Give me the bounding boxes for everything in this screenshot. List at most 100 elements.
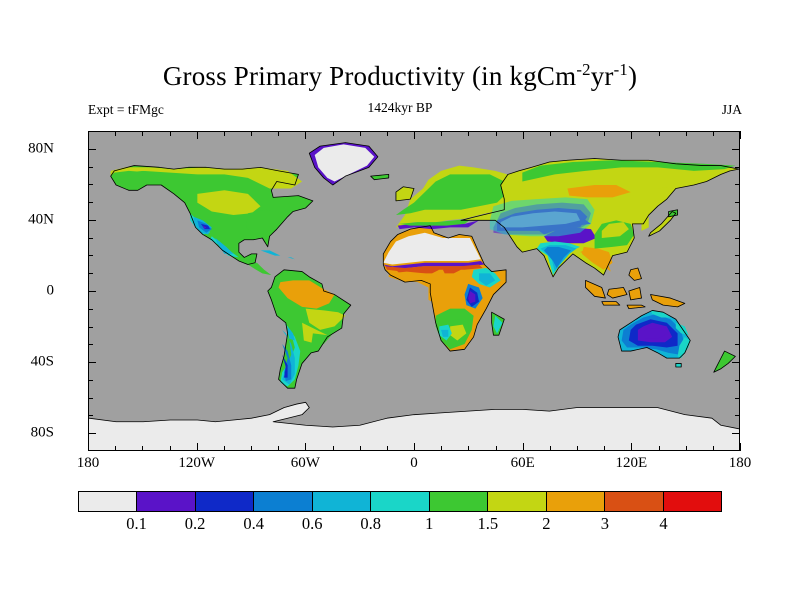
x-tick-label-2: 60W bbox=[290, 455, 320, 471]
y-tick-mark bbox=[732, 148, 740, 150]
gpp-band bbox=[585, 280, 606, 299]
season-label: JJA bbox=[721, 102, 742, 117]
gpp-band bbox=[246, 209, 292, 235]
y-tick-mark bbox=[88, 202, 93, 204]
gpp-band bbox=[650, 310, 671, 318]
x-tick-mark bbox=[522, 443, 524, 451]
map-plot-area bbox=[88, 131, 740, 451]
y-tick-mark bbox=[735, 166, 740, 168]
y-tick-mark bbox=[735, 184, 740, 186]
x-tick-mark bbox=[169, 131, 171, 136]
y-tick-mark bbox=[735, 379, 740, 381]
coastline bbox=[370, 174, 390, 181]
colorbar-tick-label-3: 0.6 bbox=[301, 514, 323, 533]
y-tick-label-4: 80S bbox=[30, 424, 54, 441]
x-tick-mark bbox=[522, 131, 524, 139]
y-tick-mark bbox=[88, 308, 93, 310]
x-tick-mark bbox=[604, 446, 606, 451]
x-tick-mark bbox=[88, 131, 89, 139]
y-tick-mark bbox=[88, 255, 93, 257]
y-tick-label-1: 40N bbox=[28, 211, 54, 228]
y-tick-mark bbox=[88, 415, 93, 417]
y-tick-mark bbox=[88, 379, 93, 381]
page-title: Gross Primary Productivity (in kgCm-2yr-… bbox=[0, 60, 800, 92]
x-tick-mark bbox=[115, 446, 117, 451]
x-tick-mark bbox=[658, 131, 660, 136]
colorbar-band-2 bbox=[194, 492, 254, 511]
gpp-band bbox=[282, 344, 292, 382]
gpp-band bbox=[383, 232, 481, 265]
colorbar-band-0 bbox=[79, 492, 137, 511]
y-tick-mark bbox=[88, 291, 96, 292]
coastline bbox=[628, 267, 642, 281]
x-tick-mark bbox=[712, 446, 714, 451]
x-tick-mark bbox=[712, 131, 714, 136]
colorbar-band-4 bbox=[311, 492, 371, 511]
y-tick-mark bbox=[732, 219, 740, 221]
gpp-band bbox=[197, 190, 261, 216]
x-tick-mark bbox=[468, 446, 470, 451]
gpp-band bbox=[442, 268, 461, 274]
coastline bbox=[601, 301, 621, 306]
x-tick-mark bbox=[685, 131, 687, 136]
x-tick-mark bbox=[278, 131, 280, 136]
colorbar-tick-label-0: 0.1 bbox=[126, 514, 147, 533]
y-tick-mark bbox=[735, 237, 740, 239]
colorbar-band-6 bbox=[428, 492, 488, 511]
x-tick-mark bbox=[305, 131, 307, 139]
coastline bbox=[267, 269, 352, 389]
gpp-band bbox=[581, 246, 613, 270]
y-tick-mark bbox=[732, 362, 740, 364]
gpp-band bbox=[668, 209, 678, 217]
x-tick-mark bbox=[468, 131, 470, 136]
gpp-band bbox=[601, 301, 620, 306]
y-tick-mark bbox=[735, 344, 740, 346]
title-text-end: ) bbox=[627, 61, 638, 91]
x-tick-mark bbox=[631, 131, 633, 139]
x-tick-mark bbox=[332, 131, 334, 136]
gpp-band bbox=[493, 315, 503, 334]
colorbar-band-10 bbox=[662, 492, 721, 511]
gpp-band bbox=[648, 211, 676, 237]
x-tick-mark bbox=[88, 443, 89, 451]
colorbar-band-8 bbox=[545, 492, 605, 511]
gpp-band bbox=[110, 170, 160, 187]
gpp-band bbox=[628, 268, 642, 281]
coastline bbox=[626, 304, 646, 310]
gpp-band bbox=[627, 305, 646, 309]
coastline bbox=[491, 311, 505, 336]
gpp-band bbox=[287, 326, 295, 341]
x-tick-mark bbox=[196, 443, 198, 451]
coastline bbox=[675, 363, 682, 368]
x-tick-mark bbox=[196, 131, 198, 139]
coastline bbox=[308, 142, 379, 186]
colorbar bbox=[78, 491, 722, 512]
gpp-band bbox=[479, 273, 496, 286]
gpp-band bbox=[675, 363, 682, 367]
colorbar-tick-label-9: 4 bbox=[659, 514, 668, 533]
coastline bbox=[460, 158, 739, 278]
colorbar-band-9 bbox=[604, 492, 663, 511]
colorbar-tick-label-7: 2 bbox=[542, 514, 551, 533]
gpp-band bbox=[282, 283, 330, 306]
y-tick-label-0: 80N bbox=[28, 140, 54, 157]
x-tick-mark bbox=[223, 131, 225, 136]
y-tick-mark bbox=[732, 291, 740, 292]
gpp-band bbox=[314, 144, 375, 182]
x-tick-mark bbox=[278, 446, 280, 451]
gpp-band bbox=[89, 428, 739, 450]
gpp-band bbox=[395, 186, 414, 201]
time-period-label: 1424kyr BP bbox=[367, 100, 433, 115]
gpp-band bbox=[260, 250, 281, 256]
x-tick-mark bbox=[251, 446, 252, 451]
y-tick-mark bbox=[88, 184, 93, 186]
colorbar-tick-label-4: 0.8 bbox=[360, 514, 382, 533]
x-tick-mark bbox=[115, 131, 117, 136]
colorbar-band-7 bbox=[487, 492, 546, 511]
y-tick-mark bbox=[735, 397, 740, 399]
y-tick-mark bbox=[88, 237, 93, 239]
gpp-band bbox=[489, 197, 595, 237]
x-tick-mark bbox=[332, 446, 334, 451]
y-tick-mark bbox=[735, 273, 740, 275]
coastline bbox=[617, 310, 691, 359]
